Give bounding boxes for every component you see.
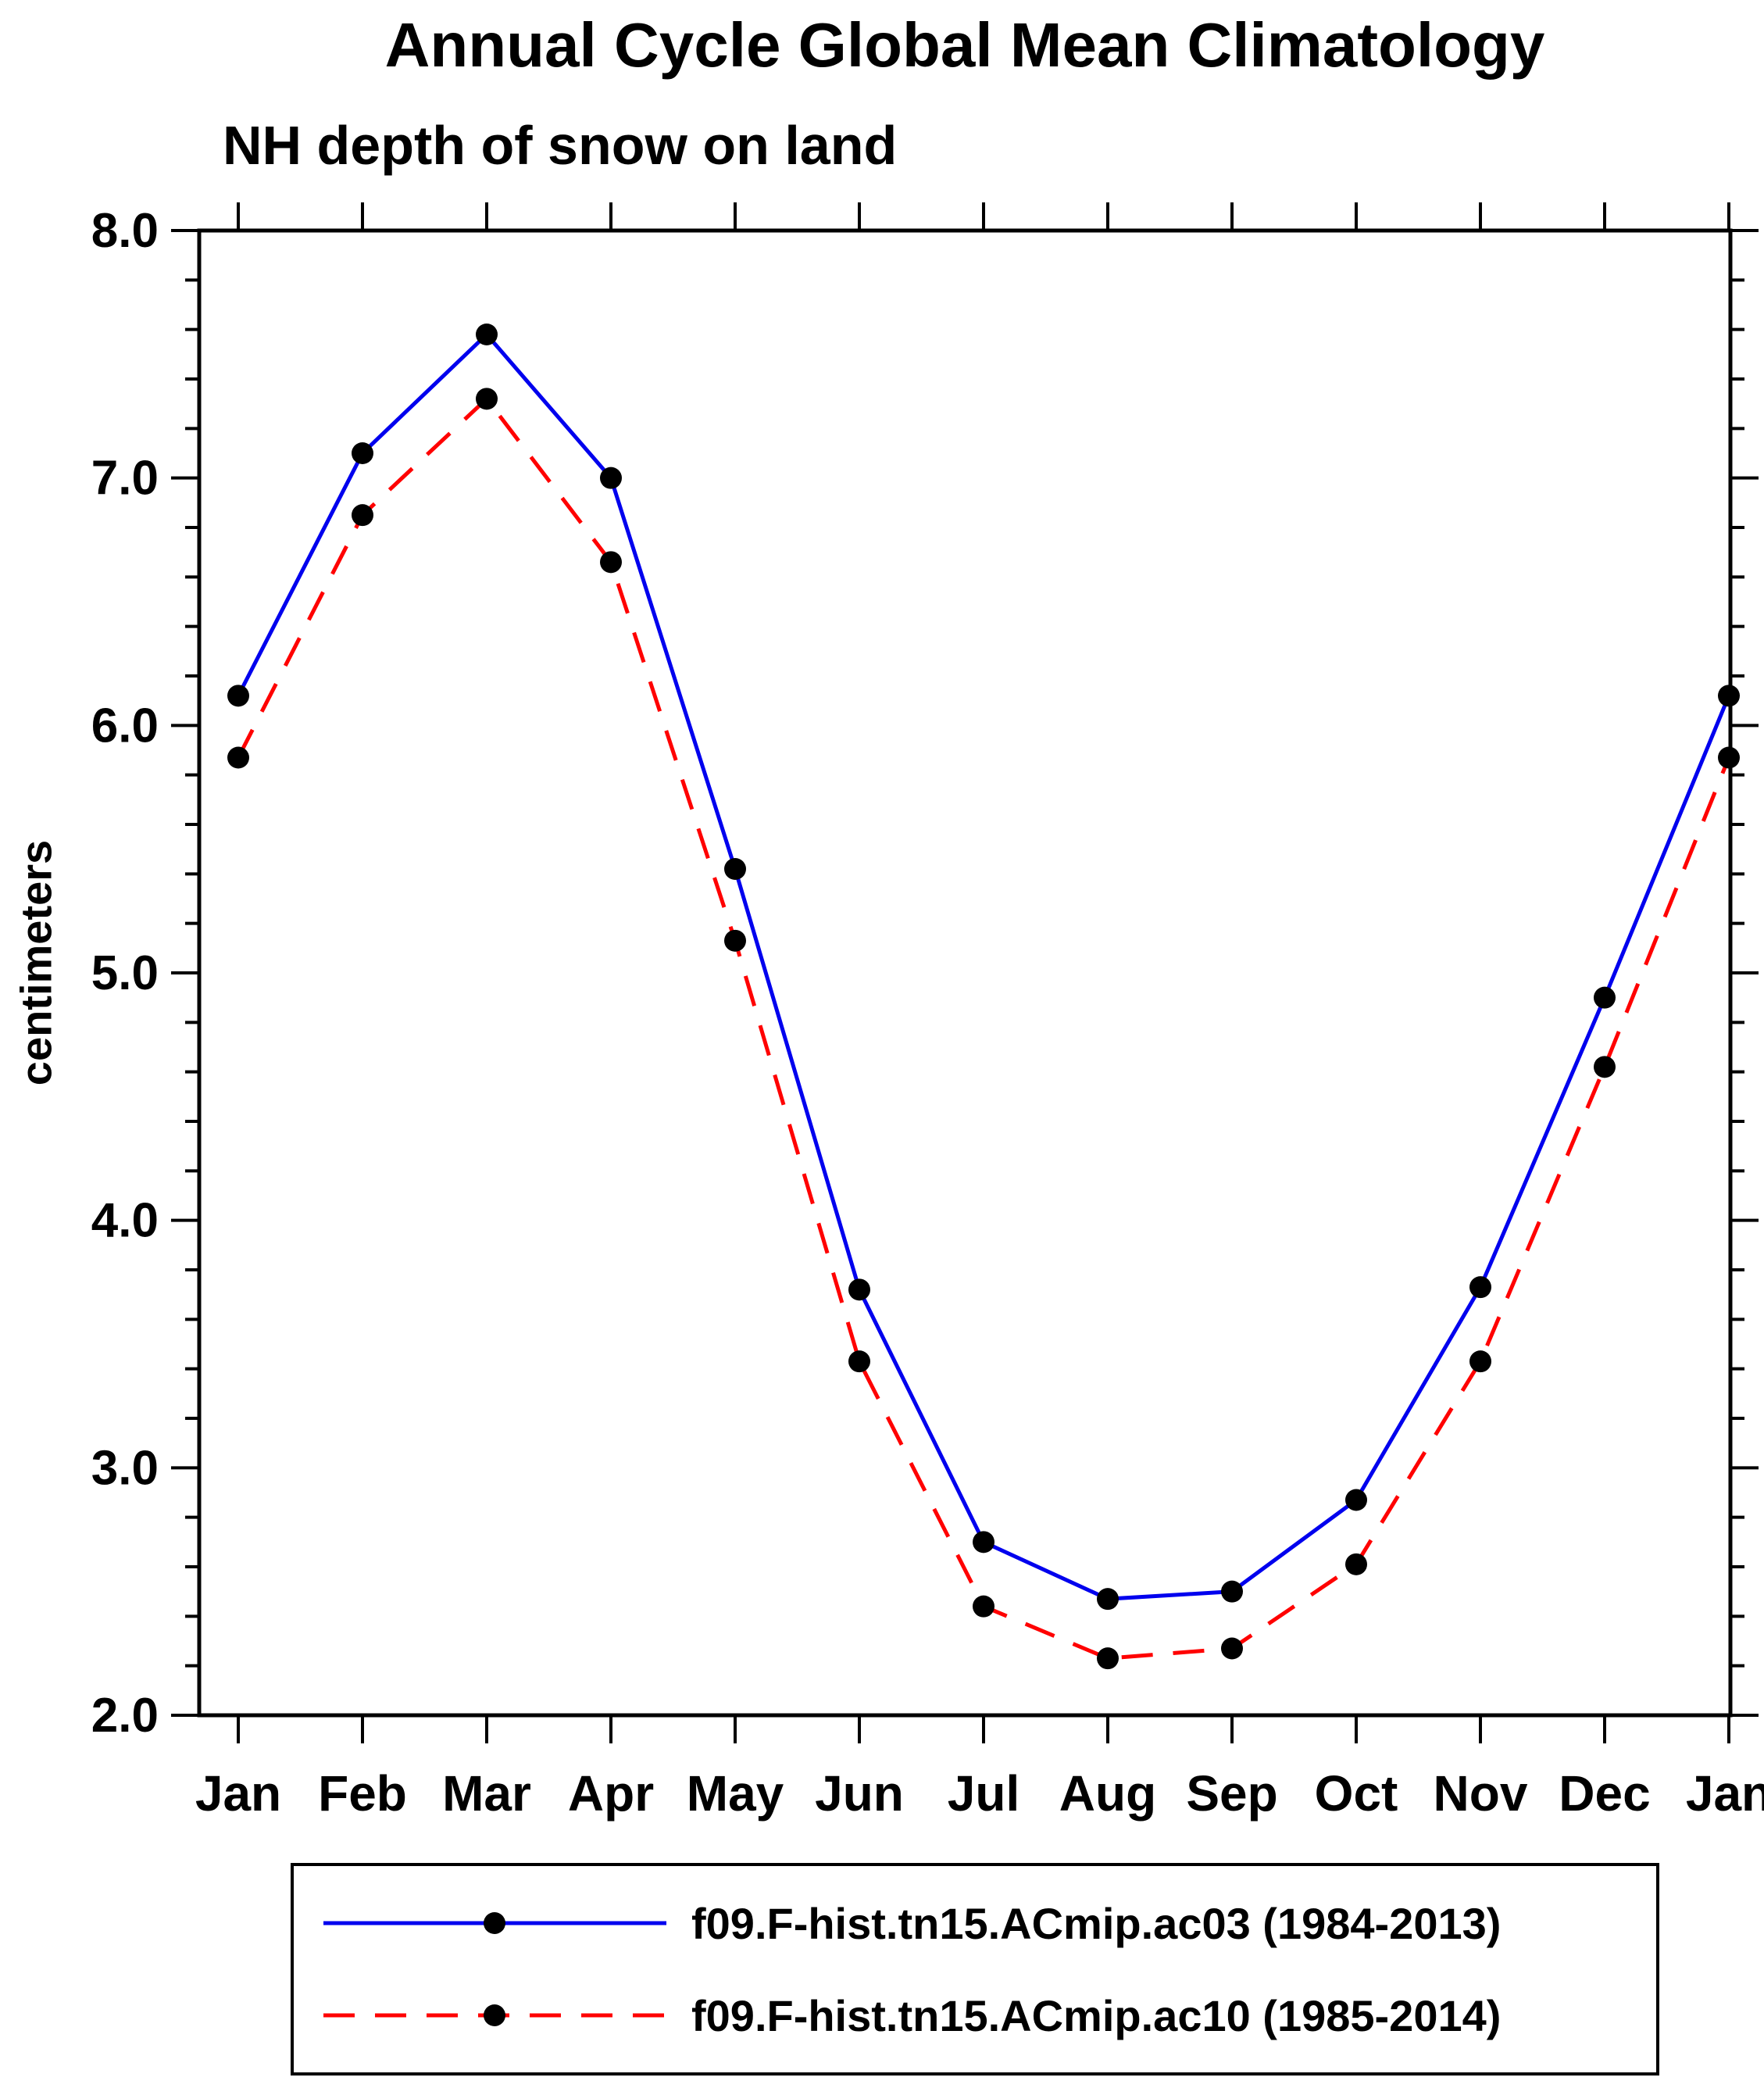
x-tick-label: Jun xyxy=(815,1765,904,1822)
data-point-marker xyxy=(1469,1276,1491,1299)
x-tick-label: Jan xyxy=(1686,1765,1764,1822)
data-point-marker xyxy=(1097,1588,1119,1611)
legend-label: f09.F-hist.tn15.ACmip.ac10 (1985-2014) xyxy=(691,1990,1502,2040)
x-tick-label: Nov xyxy=(1434,1765,1528,1822)
x-tick-label: Feb xyxy=(318,1765,407,1822)
data-point-marker xyxy=(1097,1647,1119,1670)
legend-item: f09.F-hist.tn15.ACmip.ac10 (1985-2014) xyxy=(317,1971,1633,2060)
x-tick-label: Sep xyxy=(1186,1765,1277,1822)
data-point-marker xyxy=(1345,1553,1367,1575)
series-line-solid xyxy=(236,331,1731,1601)
x-tick-label: Mar xyxy=(442,1765,531,1822)
y-tick-label: 8.0 xyxy=(91,204,159,258)
data-point-marker xyxy=(724,929,746,952)
data-point-marker xyxy=(1221,1580,1243,1603)
data-point-marker xyxy=(352,442,373,464)
data-point-marker xyxy=(973,1595,994,1618)
x-tick-label: Dec xyxy=(1559,1765,1650,1822)
data-point-marker xyxy=(1594,1056,1616,1078)
x-tick-label: May xyxy=(687,1765,784,1822)
data-point-marker xyxy=(476,388,498,410)
data-point-marker xyxy=(227,685,249,707)
data-point-marker xyxy=(600,551,622,574)
legend-item: f09.F-hist.tn15.ACmip.ac03 (1984-2013) xyxy=(317,1879,1633,1968)
y-tick-label: 6.0 xyxy=(91,699,159,753)
series-line-dashed xyxy=(236,395,1731,1661)
x-tick-label: Jan xyxy=(195,1765,281,1822)
data-point-marker xyxy=(724,858,746,880)
data-point-marker xyxy=(1594,986,1616,1009)
data-point-marker xyxy=(476,324,498,345)
y-tick-label: 7.0 xyxy=(91,452,159,506)
x-tick-label: Apr xyxy=(568,1765,654,1822)
legend-dashed-line-icon xyxy=(323,2004,666,2026)
x-tick-label: Aug xyxy=(1059,1765,1156,1822)
data-point-marker xyxy=(352,504,373,527)
data-point-marker xyxy=(227,746,249,769)
legend-label: f09.F-hist.tn15.ACmip.ac03 (1984-2013) xyxy=(691,1898,1502,1948)
y-tick-label: 3.0 xyxy=(91,1441,159,1495)
data-point-marker xyxy=(1718,746,1740,769)
y-tick-label: 4.0 xyxy=(91,1194,159,1248)
data-point-marker xyxy=(1718,685,1740,707)
x-tick-label: Oct xyxy=(1315,1765,1398,1822)
legend: f09.F-hist.tn15.ACmip.ac03 (1984-2013) f0… xyxy=(291,1863,1659,2075)
data-point-marker xyxy=(848,1278,870,1301)
data-point-marker xyxy=(1345,1489,1367,1511)
data-point-marker xyxy=(1469,1350,1491,1373)
legend-solid-line-icon xyxy=(323,1912,666,1934)
chart-subtitle: NH depth of snow on land xyxy=(223,115,898,176)
y-tick-label: 5.0 xyxy=(91,946,159,1000)
data-point-marker xyxy=(973,1531,994,1553)
data-point-marker xyxy=(600,467,622,489)
chart-title: Annual Cycle Global Mean Climatology xyxy=(384,10,1545,80)
data-point-marker xyxy=(848,1350,870,1373)
y-tick-label: 2.0 xyxy=(91,1689,159,1743)
data-point-marker xyxy=(1221,1637,1243,1660)
x-tick-label: Jul xyxy=(948,1765,1019,1822)
